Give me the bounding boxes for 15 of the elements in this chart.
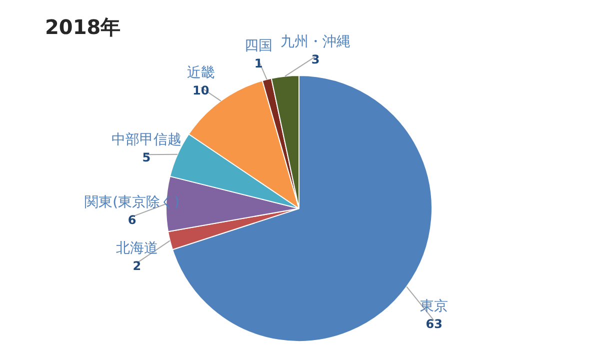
data-label: 2 [132, 259, 142, 274]
slice-label: 東京 [420, 298, 448, 314]
chart-title: 2018年 [45, 14, 121, 41]
slice-label: 中部甲信越 [111, 132, 182, 148]
data-label: 10 [192, 84, 210, 98]
slice-label: 北海道 [116, 240, 158, 257]
data-label: 1 [254, 56, 263, 71]
slice-label: 近畿 [186, 65, 215, 82]
data-label: 6 [128, 212, 136, 227]
slice-label: 四国 [244, 38, 273, 54]
data-label: 5 [142, 150, 151, 165]
slice-label: 九州・沖縄 [280, 34, 351, 50]
data-label: 3 [311, 52, 320, 67]
data-label: 63 [426, 316, 442, 331]
slice-label: 関東(東京除く) [84, 194, 180, 210]
